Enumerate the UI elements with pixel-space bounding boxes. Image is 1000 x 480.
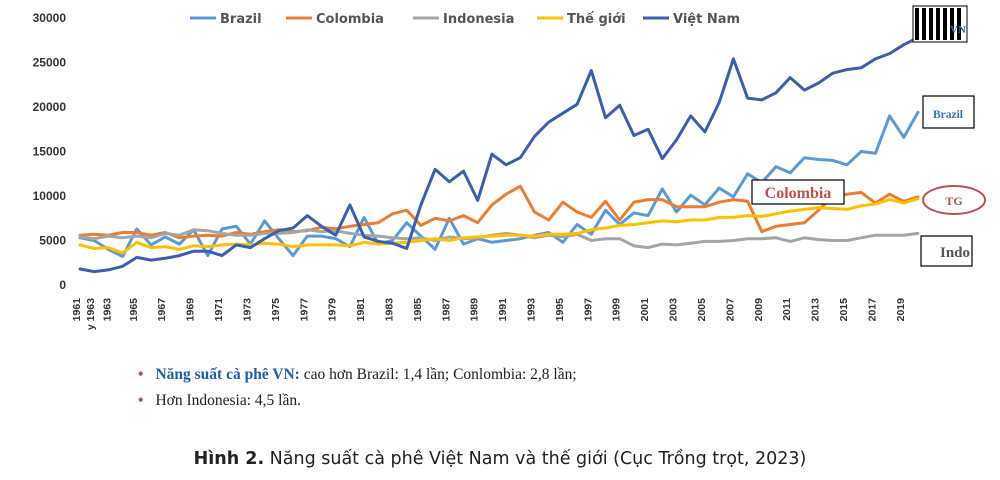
x-tick-label: 2019 bbox=[895, 298, 907, 322]
callout-vn-label: VN bbox=[950, 24, 966, 36]
callout-vn: VN bbox=[912, 5, 968, 43]
legend-label: Indonesia bbox=[443, 12, 514, 27]
x-tick-label: 1989 bbox=[469, 298, 481, 322]
x-tick-label: 1995 bbox=[554, 298, 566, 322]
x-tick-label: 2009 bbox=[753, 298, 765, 322]
callout-brazil-label: Brazil bbox=[933, 109, 963, 121]
series-lines bbox=[78, 36, 920, 274]
x-tick-label: 2013 bbox=[810, 298, 822, 322]
x-tick-label: 2007 bbox=[724, 298, 736, 322]
y-axis-ticks: 0 5000 10000 15000 20000 25000 30000 bbox=[33, 11, 67, 292]
x-tick-label: 1999 bbox=[611, 298, 623, 322]
x-tick-label: 1975 bbox=[270, 298, 282, 322]
bullet-icon: • bbox=[138, 366, 144, 383]
x-tick-label: 1967 bbox=[156, 298, 168, 322]
series-line-indonesia bbox=[78, 228, 920, 250]
legend-label: Brazil bbox=[220, 12, 262, 27]
note-line-1: • Năng suất cà phê VN: cao hơn Brazil: 1,… bbox=[138, 362, 577, 388]
x-tick-label: 1985 bbox=[412, 298, 424, 322]
x-tick-label: 1993 bbox=[526, 298, 538, 322]
x-tick-label: 1965 bbox=[128, 298, 140, 322]
yield-line-chart: 0 5000 10000 15000 20000 25000 30000 1961 y 196… bbox=[33, 5, 986, 330]
callout-tg: TG bbox=[922, 185, 986, 215]
legend-label: Thế giới bbox=[567, 12, 626, 27]
callout-indo: Indo bbox=[920, 235, 973, 267]
x-tick-label: 1991 bbox=[497, 298, 509, 322]
callout-brazil: Brazil bbox=[922, 95, 975, 129]
x-tick-label: 2003 bbox=[668, 298, 680, 322]
x-tick-label: 1981 bbox=[355, 298, 367, 322]
caption-text: Năng suất cà phê Việt Nam và thế giới (C… bbox=[264, 449, 807, 469]
x-tick-label: 2001 bbox=[639, 298, 651, 322]
callout-colombia-label: Colombia bbox=[765, 185, 832, 202]
x-tick-label: 1979 bbox=[327, 298, 339, 322]
callout-colombia: Colombia bbox=[751, 179, 845, 205]
x-tick-label: 2015 bbox=[838, 298, 850, 322]
series-line-colombia bbox=[78, 184, 920, 240]
legend-label: Việt Nam bbox=[673, 12, 740, 27]
x-tick-label: 1983 bbox=[383, 298, 395, 322]
x-tick-label: 1997 bbox=[582, 298, 594, 322]
note-1-lead: Năng suất cà phê VN: bbox=[155, 366, 300, 383]
x-tick-label: 2011 bbox=[781, 298, 793, 321]
y-tick-label: 5000 bbox=[39, 234, 66, 248]
callout-indo-label: Indo bbox=[940, 245, 970, 261]
y-tick-label: 15000 bbox=[33, 145, 67, 159]
series-line-thế-giới bbox=[78, 197, 920, 255]
note-line-2: • Hơn Indonesia: 4,5 lần. bbox=[138, 388, 577, 414]
x-axis-ticks: 1961 y 1963 1963 1965 1967 1969 1971 1973 1975 19… bbox=[71, 298, 907, 330]
y-tick-label: 20000 bbox=[33, 100, 67, 114]
y-tick-label: 10000 bbox=[33, 189, 67, 203]
chart-legend: Brazil Colombia Indonesia Thế giới Việt Nam bbox=[190, 12, 740, 27]
x-tick-label: 1969 bbox=[185, 298, 197, 322]
y-tick-label: 30000 bbox=[33, 11, 67, 25]
note-2-text: Hơn Indonesia: 4,5 lần. bbox=[155, 392, 301, 409]
x-tick-label: 2005 bbox=[696, 298, 708, 322]
x-tick-label: 1961 bbox=[71, 298, 83, 322]
y-tick-label: 0 bbox=[59, 278, 66, 292]
series-line-việt-nam bbox=[78, 36, 920, 274]
legend-label: Colombia bbox=[316, 12, 384, 27]
x-tick-label: 1973 bbox=[241, 298, 253, 322]
x-tick-label: 1971 bbox=[213, 298, 225, 322]
note-1-text: cao hơn Brazil: 1,4 lần; Conlombia: 2,8 … bbox=[299, 366, 577, 383]
x-tick-label: y 1963 bbox=[85, 298, 97, 330]
x-tick-label: 1963 bbox=[101, 298, 113, 322]
callout-tg-label: TG bbox=[945, 194, 962, 208]
x-tick-label: 1987 bbox=[440, 298, 452, 322]
y-tick-label: 25000 bbox=[33, 56, 67, 70]
chart-notes: • Năng suất cà phê VN: cao hơn Brazil: 1,… bbox=[138, 362, 577, 414]
bullet-icon: • bbox=[138, 392, 144, 409]
x-tick-label: 2017 bbox=[866, 298, 878, 322]
figure-caption: Hình 2. Năng suất cà phê Việt Nam và thế… bbox=[0, 449, 1000, 469]
caption-label: Hình 2. bbox=[193, 449, 265, 469]
x-tick-label: 1977 bbox=[298, 298, 310, 322]
